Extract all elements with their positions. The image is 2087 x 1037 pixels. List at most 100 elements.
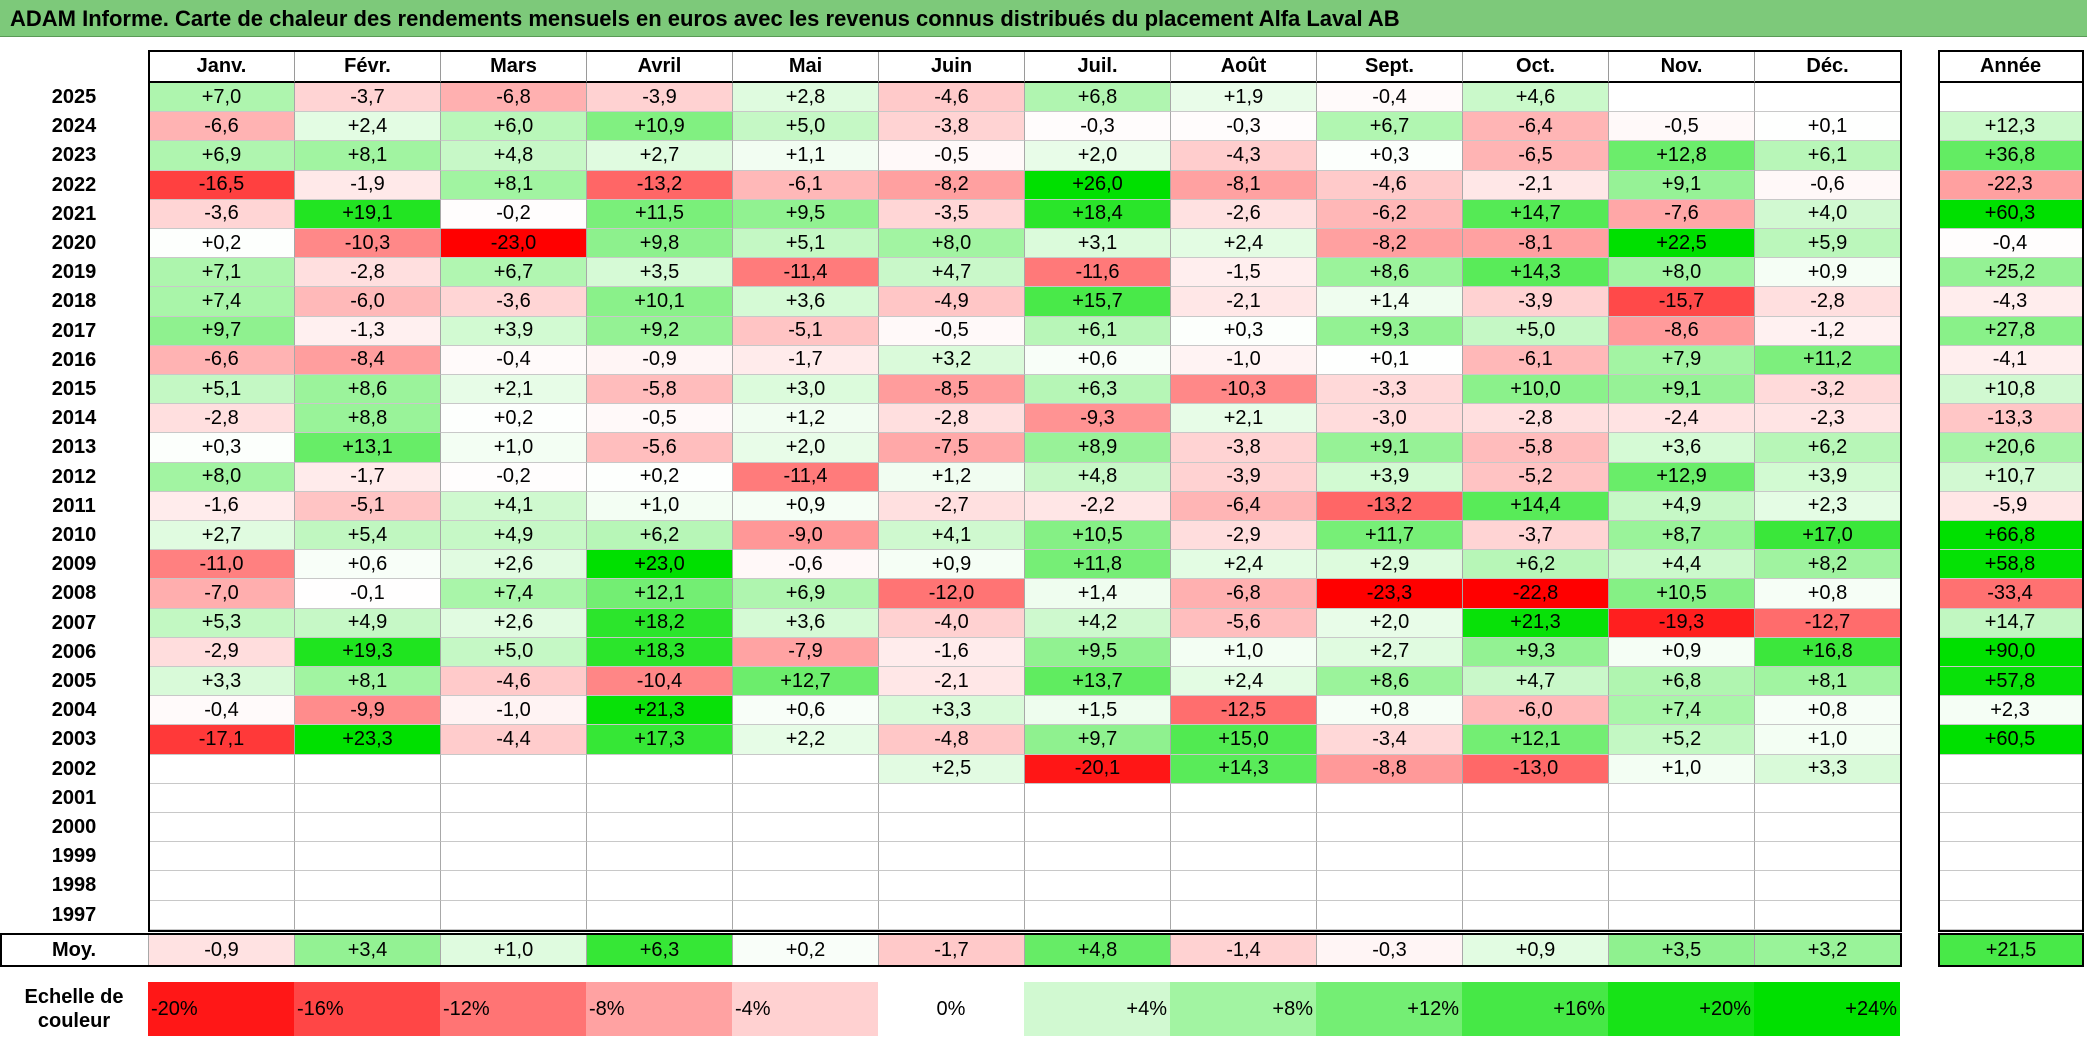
- heatmap-cell: -3,6: [148, 199, 294, 229]
- heatmap-cell: +9,7: [148, 316, 294, 346]
- heatmap-cell: -12,0: [878, 579, 1024, 609]
- heatmap-cell: +2,0: [732, 433, 878, 463]
- heatmap-cell: [1170, 783, 1316, 813]
- year-label: 2000: [51, 816, 97, 839]
- heatmap-cell: +0,9: [1608, 637, 1754, 667]
- year-label: 2006: [51, 640, 97, 663]
- heatmap-cell: +2,1: [440, 375, 586, 405]
- heatmap-cell: [1316, 813, 1462, 843]
- heatmap-cell: [1024, 842, 1170, 872]
- annual-cell: -4,3: [1938, 287, 2082, 317]
- heatmap-cell: +3,0: [732, 375, 878, 405]
- heatmap-cell: [1608, 813, 1754, 843]
- annual-cell: +60,5: [1938, 725, 2082, 755]
- heatmap-cell: [586, 783, 732, 813]
- heatmap-cell: -11,0: [148, 550, 294, 580]
- heatmap-cell: -3,6: [440, 287, 586, 317]
- year-label: 1998: [51, 874, 97, 897]
- heatmap-cell: +17,0: [1754, 521, 1900, 551]
- heatmap-cell: -4,6: [878, 83, 1024, 113]
- heatmap-cell: [586, 900, 732, 930]
- heatmap-cell: +3,1: [1024, 229, 1170, 259]
- heatmap-cell: [1462, 783, 1608, 813]
- heatmap-cell: +7,0: [148, 83, 294, 113]
- annual-cell: +10,8: [1938, 375, 2082, 405]
- heatmap-cell: [1316, 842, 1462, 872]
- year-label: 2004: [51, 699, 97, 722]
- annual-cell: [1938, 900, 2082, 930]
- heatmap-cell: -0,9: [586, 345, 732, 375]
- heatmap-cell: [440, 783, 586, 813]
- heatmap-cell: +8,7: [1608, 521, 1754, 551]
- color-scale-swatch: +24%: [1754, 982, 1900, 1036]
- heatmap-cell: +5,1: [732, 229, 878, 259]
- heatmap-cell: [440, 871, 586, 901]
- heatmap-cell: [148, 754, 294, 784]
- heatmap-cell: [878, 842, 1024, 872]
- heatmap-cell: [440, 813, 586, 843]
- annual-cell: +2,3: [1938, 696, 2082, 726]
- heatmap-cell: +8,8: [294, 404, 440, 434]
- heatmap-cell: -0,5: [878, 316, 1024, 346]
- year-label: 2024: [51, 115, 97, 138]
- heatmap-cell: -9,0: [732, 521, 878, 551]
- heatmap-cell: +26,0: [1024, 170, 1170, 200]
- heatmap-cell: -3,8: [878, 112, 1024, 142]
- heatmap-cell: [732, 900, 878, 930]
- heatmap-cell: +0,2: [586, 462, 732, 492]
- heatmap-cell: -0,2: [440, 462, 586, 492]
- heatmap-cell: +2,7: [148, 521, 294, 551]
- heatmap-cell: +4,7: [878, 258, 1024, 288]
- heatmap-cell: +6,2: [1754, 433, 1900, 463]
- heatmap-cell: +8,0: [878, 229, 1024, 259]
- annual-cell: [1938, 783, 2082, 813]
- average-cell: +6,3: [586, 935, 732, 965]
- heatmap-cell: -10,3: [1170, 375, 1316, 405]
- heatmap-cell: +7,9: [1608, 345, 1754, 375]
- heatmap-cell: [1024, 900, 1170, 930]
- heatmap-cell: +3,3: [878, 696, 1024, 726]
- heatmap-cell: -3,3: [1316, 375, 1462, 405]
- heatmap-cell: +11,8: [1024, 550, 1170, 580]
- heatmap-cell: +2,0: [1024, 141, 1170, 171]
- heatmap-cell: +17,3: [586, 725, 732, 755]
- heatmap-cell: -8,6: [1608, 316, 1754, 346]
- annual-average-cell: +21,5: [1938, 933, 2084, 967]
- heatmap-cell: +6,9: [732, 579, 878, 609]
- month-header: Juin: [878, 50, 1024, 83]
- heatmap-cell: +0,3: [148, 433, 294, 463]
- heatmap-cell: -1,2: [1754, 316, 1900, 346]
- heatmap-cell: +2,4: [1170, 229, 1316, 259]
- heatmap-cell: -4,3: [1170, 141, 1316, 171]
- month-header: Nov.: [1608, 50, 1754, 83]
- heatmap-cell: +2,3: [1754, 491, 1900, 521]
- heatmap-cell: +23,0: [586, 550, 732, 580]
- heatmap-cell: +6,8: [1024, 83, 1170, 113]
- heatmap-cell: -15,7: [1608, 287, 1754, 317]
- heatmap-cell: +6,7: [440, 258, 586, 288]
- year-label: 2021: [51, 202, 97, 225]
- heatmap-cell: +4,0: [1754, 199, 1900, 229]
- heatmap-cell: -3,4: [1316, 725, 1462, 755]
- heatmap-cell: +0,3: [1316, 141, 1462, 171]
- heatmap-cell: -8,8: [1316, 754, 1462, 784]
- average-cell: +4,8: [1024, 935, 1170, 965]
- heatmap-cell: -22,8: [1462, 579, 1608, 609]
- heatmap-cell: +2,9: [1316, 550, 1462, 580]
- heatmap-cell: +5,3: [148, 608, 294, 638]
- heatmap-cell: +9,3: [1316, 316, 1462, 346]
- year-label: 2022: [51, 173, 97, 196]
- year-label: 2001: [51, 786, 97, 809]
- heatmap-cell: -1,7: [732, 345, 878, 375]
- heatmap-cell: +3,9: [1754, 462, 1900, 492]
- heatmap-cell: +3,2: [878, 345, 1024, 375]
- heatmap-cell: +3,3: [148, 667, 294, 697]
- heatmap-cell: [732, 783, 878, 813]
- heatmap-cell: +1,0: [440, 433, 586, 463]
- heatmap-cell: -3,7: [294, 83, 440, 113]
- heatmap-cell: -6,1: [732, 170, 878, 200]
- heatmap-cell: +0,8: [1754, 696, 1900, 726]
- heatmap-cell: +6,0: [440, 112, 586, 142]
- heatmap-cell: +6,9: [148, 141, 294, 171]
- average-cell: -1,7: [878, 935, 1024, 965]
